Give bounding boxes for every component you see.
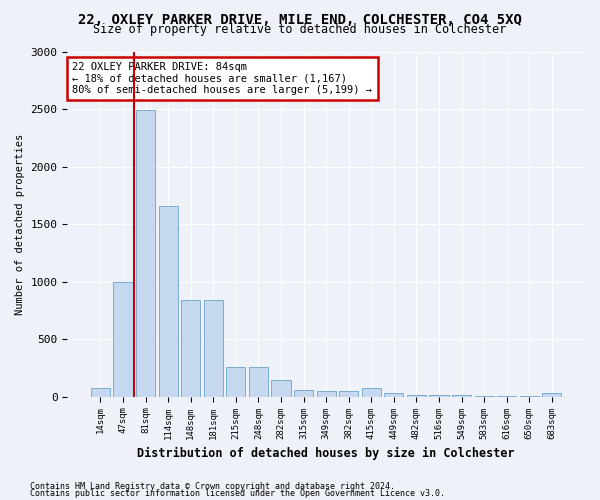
Bar (271, 380, 290, 396)
Bar (339, 391, 358, 396)
Text: Size of property relative to detached houses in Colchester: Size of property relative to detached ho… (94, 22, 506, 36)
Bar (158, 206, 178, 396)
Text: Contains HM Land Registry data © Crown copyright and database right 2024.: Contains HM Land Registry data © Crown c… (30, 482, 395, 491)
Bar (181, 300, 200, 396)
Bar (294, 390, 313, 396)
Bar (362, 388, 381, 396)
X-axis label: Distribution of detached houses by size in Colchester: Distribution of detached houses by size … (137, 447, 515, 460)
Bar (203, 300, 223, 396)
Y-axis label: Number of detached properties: Number of detached properties (15, 134, 25, 314)
Bar (91, 388, 110, 396)
Text: 22 OXLEY PARKER DRIVE: 84sqm
← 18% of detached houses are smaller (1,167)
80% of: 22 OXLEY PARKER DRIVE: 84sqm ← 18% of de… (73, 62, 373, 95)
Bar (542, 393, 562, 396)
Bar (317, 391, 336, 396)
Bar (136, 110, 155, 397)
Bar (226, 366, 245, 396)
Text: Contains public sector information licensed under the Open Government Licence v3: Contains public sector information licen… (30, 489, 445, 498)
Bar (113, 282, 133, 397)
Bar (249, 366, 268, 396)
Bar (384, 393, 403, 396)
Text: 22, OXLEY PARKER DRIVE, MILE END, COLCHESTER, CO4 5XQ: 22, OXLEY PARKER DRIVE, MILE END, COLCHE… (78, 12, 522, 26)
